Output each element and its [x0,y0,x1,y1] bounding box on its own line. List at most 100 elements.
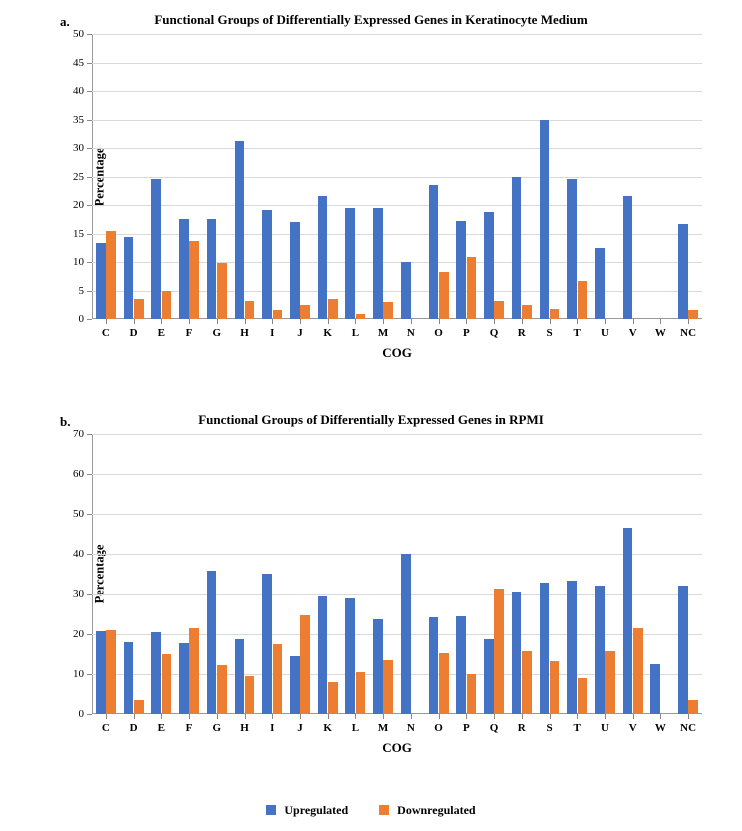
bar-downregulated [688,310,698,319]
chart-b-title: Functional Groups of Differentially Expr… [20,412,722,428]
x-tick-mark [383,714,384,719]
figure-page: a. Functional Groups of Differentially E… [0,0,742,831]
x-tick-mark [189,714,190,719]
bar-downregulated [245,676,255,714]
bar-upregulated [401,554,411,714]
chart-b-frame: Percentage 010203040506070CDEFGHIJKLMNOP… [92,434,702,714]
x-tick-label: W [655,722,666,734]
x-tick-mark [550,714,551,719]
bar-downregulated [273,310,283,319]
bar-upregulated [595,586,605,714]
x-tick-label: H [240,722,249,734]
gridline [92,148,702,149]
bar-downregulated [300,305,310,319]
x-tick-mark [522,714,523,719]
chart-a-plot-area: 05101520253035404550CDEFGHIJKLMNOPQRSTUV… [92,34,702,319]
x-tick-label: Q [490,722,499,734]
x-tick-mark [577,714,578,719]
x-tick-mark [660,319,661,324]
bar-upregulated [345,598,355,714]
x-tick-mark [161,319,162,324]
y-tick-label: 20 [73,628,84,640]
upregulated-swatch-icon [266,805,276,815]
bar-upregulated [290,656,300,714]
bar-downregulated [383,660,393,714]
gridline [92,514,702,515]
y-tick-mark [87,34,92,35]
bar-upregulated [207,571,217,714]
bar-upregulated [262,574,272,714]
x-tick-mark [411,319,412,324]
gridline [92,177,702,178]
x-tick-label: H [240,327,249,339]
bar-upregulated [456,221,466,319]
x-tick-mark [522,319,523,324]
x-tick-label: N [407,722,415,734]
bar-upregulated [595,248,605,319]
x-tick-label: C [102,327,110,339]
x-tick-label: M [378,722,388,734]
bar-upregulated [623,196,633,319]
bar-upregulated [540,120,550,320]
y-tick-mark [87,434,92,435]
bar-downregulated [467,674,477,714]
y-tick-mark [87,177,92,178]
legend-down-label: Downregulated [397,803,475,817]
bar-upregulated [318,596,328,714]
bar-upregulated [96,243,106,319]
bar-downregulated [633,628,643,714]
bar-downregulated [162,654,172,714]
panel-a-label: a. [60,14,70,30]
bar-upregulated [318,196,328,319]
y-axis-line [92,434,93,714]
bar-upregulated [179,643,189,714]
y-tick-label: 50 [73,28,84,40]
bar-downregulated [245,301,255,319]
bar-downregulated [550,309,560,319]
gridline [92,434,702,435]
bar-upregulated [373,619,383,714]
x-tick-mark [217,714,218,719]
bar-upregulated [151,179,161,319]
x-tick-label: R [518,722,526,734]
bar-downregulated [106,630,116,714]
y-tick-label: 35 [73,114,84,126]
x-tick-label: J [297,327,303,339]
bar-downregulated [467,257,477,319]
bar-downregulated [300,615,310,714]
x-tick-label: S [546,327,552,339]
bar-upregulated [540,583,550,714]
x-tick-mark [660,714,661,719]
x-tick-label: W [655,327,666,339]
bar-upregulated [512,177,522,319]
x-tick-label: L [352,327,359,339]
bar-upregulated [262,210,272,319]
x-tick-mark [106,714,107,719]
bar-downregulated [217,665,227,714]
bar-downregulated [189,241,199,319]
x-tick-label: E [158,722,165,734]
x-tick-label: U [601,722,609,734]
x-tick-label: L [352,722,359,734]
x-tick-label: E [158,327,165,339]
x-tick-label: I [270,722,274,734]
bar-downregulated [578,678,588,714]
y-tick-mark [87,91,92,92]
x-tick-label: O [434,327,443,339]
bar-downregulated [550,661,560,714]
bar-downregulated [217,263,227,319]
bar-upregulated [373,208,383,319]
y-tick-mark [87,474,92,475]
bar-downregulated [162,291,172,320]
y-tick-mark [87,594,92,595]
bar-upregulated [678,224,688,319]
y-tick-mark [87,262,92,263]
bar-downregulated [522,651,532,714]
bar-upregulated [456,616,466,714]
y-tick-mark [87,205,92,206]
x-tick-label: U [601,327,609,339]
bar-downregulated [189,628,199,714]
x-tick-label: J [297,722,303,734]
x-tick-mark [245,714,246,719]
x-tick-label: P [463,327,470,339]
